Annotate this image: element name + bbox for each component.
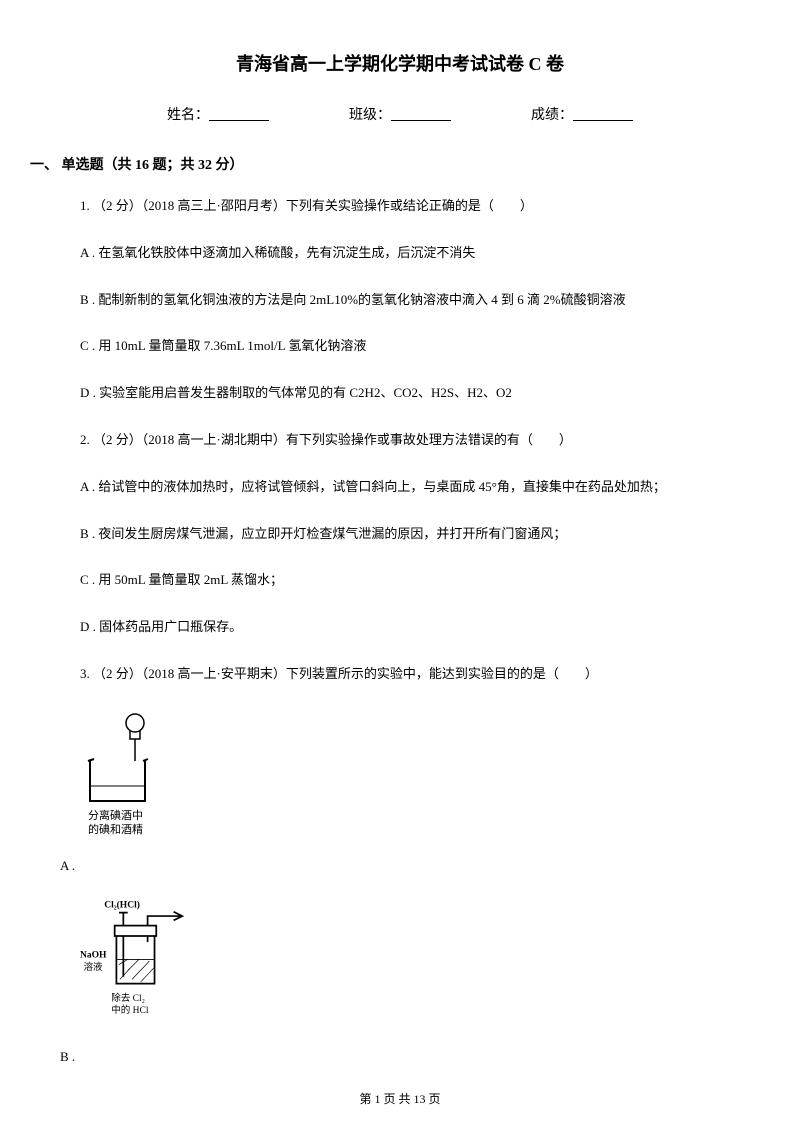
q3-diagB-container: Cl₂(HCl) NaOH 溶液 除去 Cl₂ 中的 HCl [60,892,740,1037]
diagA-caption2: 的碘和酒精 [88,822,143,836]
name-field: 姓名： [167,104,269,124]
q1-optD: D . 实验室能用启普发生器制取的气体常见的有 C2H2、CO2、H2S、H2、… [60,383,740,404]
name-underline [209,107,269,121]
diagA-caption1: 分离碘酒中 [88,808,143,822]
q3-optB-row: B . [60,1049,740,1065]
section-header-text: 一、 单选题（共 16 题；共 32 分） [30,158,244,173]
score-label: 成绩： [531,104,573,124]
q3-optA-row: A . [60,858,740,874]
q1-stem: 1. （2 分）（2018 高三上·邵阳月考）下列有关实验操作或结论正确的是（ … [60,196,740,217]
diagB-caption2: 中的 HCl [111,1004,149,1016]
score-underline [573,107,633,121]
title-text: 青海省高一上学期化学期中考试试卷 C 卷 [236,54,564,74]
page-footer: 第 1 页 共 13 页 [0,1090,800,1107]
diagB-left-label2: 溶液 [83,961,103,973]
q2-optB: B . 夜间发生厨房煤气泄漏，应立即开灯检查煤气泄漏的原因，并打开所有门窗通风； [60,524,740,545]
liquid-hatch [116,959,154,982]
q1-optA: A . 在氢氧化铁胶体中逐滴加入稀硫酸，先有沉淀生成，后沉淀不消失 [60,243,740,264]
q3-labelA: A . [60,858,75,874]
q2-stem: 2. （2 分）（2018 高一上·湖北期中）有下列实验操作或事故处理方法错误的… [60,430,740,451]
q2-optA: A . 给试管中的液体加热时，应将试管倾斜，试管口斜向上，与桌面成 45°角，直… [60,477,740,498]
class-label: 班级： [349,104,391,124]
gas-washing-bottle-icon: Cl₂(HCl) NaOH 溶液 除去 Cl₂ 中的 HCl [80,892,210,1032]
section-header: 一、 单选题（共 16 题；共 32 分） [30,154,740,174]
diagB-left-label1: NaOH [80,950,107,960]
name-label: 姓名： [167,104,209,124]
page-title: 青海省高一上学期化学期中考试试卷 C 卷 [60,50,740,76]
diagB-top-label: Cl₂(HCl) [104,899,140,910]
q1-optC: C . 用 10mL 量筒量取 7.36mL 1mol/L 氢氧化钠溶液 [60,336,740,357]
q1-optB: B . 配制新制的氢氧化铜浊液的方法是向 2mL10%的氢氧化钠溶液中滴入 4 … [60,290,740,311]
class-underline [391,107,451,121]
beaker-diagram-icon: 分离碘酒中 的碘和酒精 [80,711,170,841]
class-field: 班级： [349,104,451,124]
q2-optD: D . 固体药品用广口瓶保存。 [60,617,740,638]
q3-labelB: B . [60,1049,75,1065]
student-info-row: 姓名： 班级： 成绩： [60,104,740,124]
footer-text: 第 1 页 共 13 页 [359,1092,440,1106]
q3-stem: 3. （2 分）（2018 高一上·安平期末）下列装置所示的实验中，能达到实验目… [60,664,740,685]
score-field: 成绩： [531,104,633,124]
q2-optC: C . 用 50mL 量筒量取 2mL 蒸馏水； [60,570,740,591]
q3-diagA-container: 分离碘酒中 的碘和酒精 [60,711,740,846]
diagB-caption1: 除去 Cl₂ [111,992,145,1004]
